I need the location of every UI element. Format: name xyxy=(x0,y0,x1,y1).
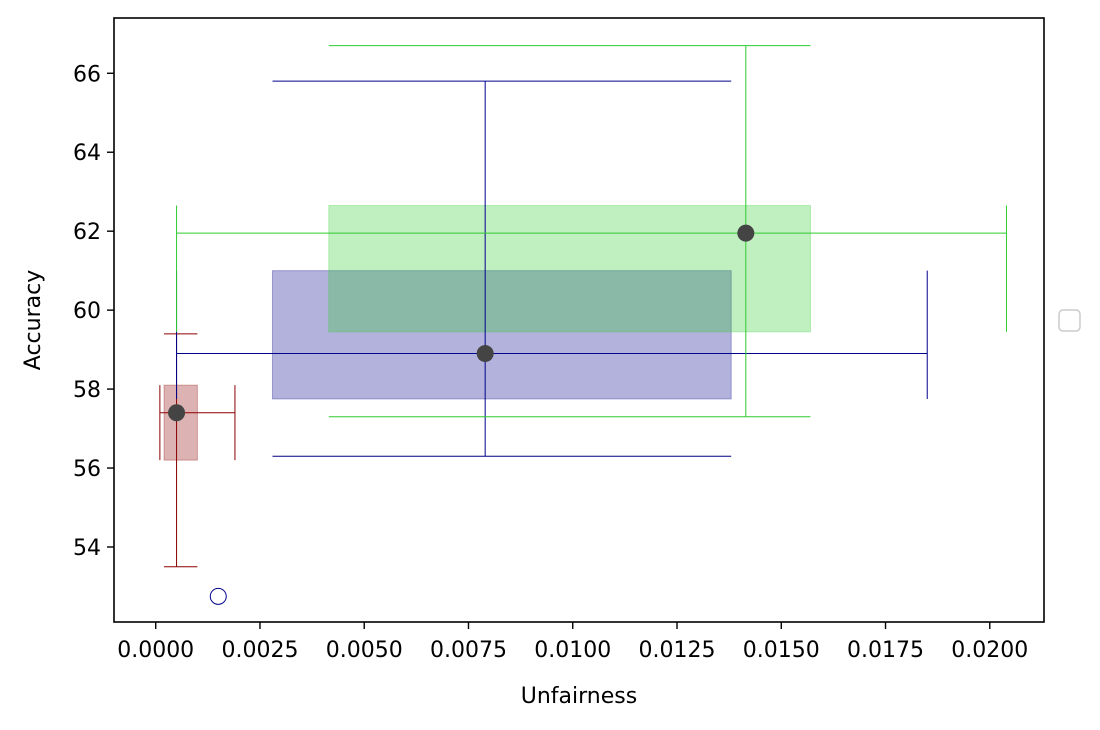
x-tick-label: 0.0000 xyxy=(117,638,194,663)
plot-frame xyxy=(113,17,1045,623)
outlier-point-0 xyxy=(209,587,227,605)
median-point-1 xyxy=(476,345,494,363)
y-tick-label: 60 xyxy=(73,299,101,324)
y-tick-label: 54 xyxy=(73,536,101,561)
median-point-2 xyxy=(737,224,755,242)
y-tick-label: 64 xyxy=(73,141,101,166)
x-tick-label: 0.0050 xyxy=(326,638,403,663)
y-tick-label: 56 xyxy=(73,457,101,482)
y-axis-label: Accuracy xyxy=(21,270,46,370)
x-tick-label: 0.0125 xyxy=(639,638,716,663)
median-point-0 xyxy=(168,404,186,422)
x-tick-label: 0.0200 xyxy=(951,638,1028,663)
plot-area xyxy=(114,18,1044,622)
y-tick-label: 62 xyxy=(73,220,101,245)
x-tick-label: 0.0175 xyxy=(847,638,924,663)
iqr-box-1 xyxy=(271,270,732,400)
x-tick-label: 0.0150 xyxy=(743,638,820,663)
y-tick-label: 58 xyxy=(73,378,101,403)
x-axis-label: Unfairness xyxy=(521,684,637,709)
iqr-box-2 xyxy=(328,205,811,333)
iqr-box-0 xyxy=(163,384,198,461)
x-tick-label: 0.0100 xyxy=(534,638,611,663)
legend-box xyxy=(1058,309,1081,332)
y-tick-label: 66 xyxy=(73,62,101,87)
x-tick-label: 0.0025 xyxy=(221,638,298,663)
x-tick-label: 0.0075 xyxy=(430,638,507,663)
